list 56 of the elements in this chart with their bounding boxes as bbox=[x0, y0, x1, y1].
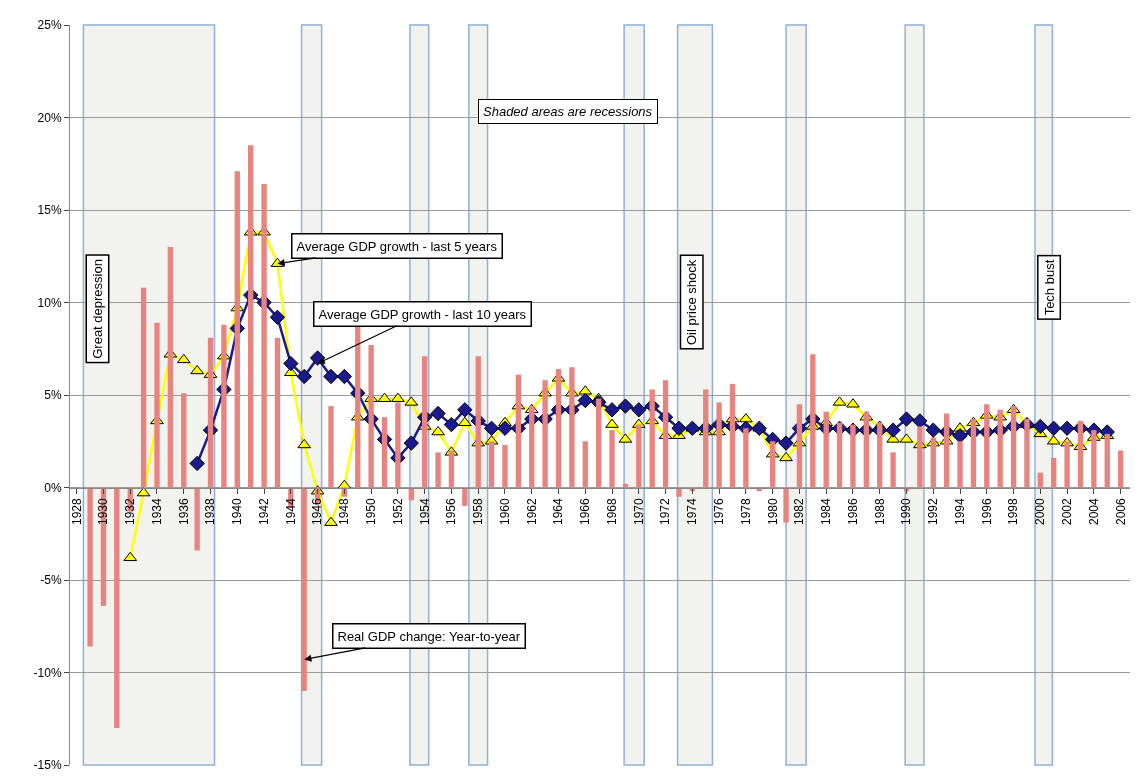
x-tick-label: 1958 bbox=[471, 497, 486, 525]
x-tick-label: 1998 bbox=[1006, 497, 1021, 525]
x-tick-label: 1988 bbox=[872, 497, 887, 525]
x-tick-label: 2006 bbox=[1113, 497, 1128, 525]
x-tick-label: 1986 bbox=[845, 497, 860, 525]
x-tick-label: 1982 bbox=[792, 497, 807, 525]
x-tick-label: 1944 bbox=[283, 497, 298, 525]
x-tick-label: 1930 bbox=[96, 497, 111, 525]
x-tick-label: 1984 bbox=[819, 497, 834, 525]
x-tick-label: 2002 bbox=[1060, 497, 1074, 525]
x-tick-label: 1950 bbox=[364, 497, 379, 525]
annotation: Average GDP growth - last 10 years bbox=[318, 306, 527, 322]
x-tick-label: 1954 bbox=[417, 497, 432, 525]
x-tick-label: 1996 bbox=[979, 497, 994, 525]
x-tick-label: 1966 bbox=[578, 497, 593, 525]
x-tick-label: 1992 bbox=[926, 497, 941, 525]
y-tick-label: 20% bbox=[37, 110, 62, 125]
x-tick-label: 1978 bbox=[738, 497, 753, 525]
x-tick-label: 1980 bbox=[765, 497, 780, 525]
y-tick-label: -10% bbox=[33, 665, 62, 680]
band-label: Tech bust bbox=[1041, 259, 1057, 316]
x-tick-label: 1934 bbox=[149, 497, 164, 525]
y-tick-label: 0% bbox=[44, 480, 62, 495]
x-tick-label: 2004 bbox=[1086, 497, 1101, 525]
annotation: Real GDP change: Year-to-year bbox=[337, 628, 521, 644]
x-tick-label: 1952 bbox=[390, 497, 405, 525]
x-tick-label: 1936 bbox=[176, 497, 191, 525]
annotation: Shaded areas are recessions bbox=[483, 104, 653, 119]
annotation: Average GDP growth - last 5 years bbox=[296, 238, 498, 254]
y-tick-label: 25% bbox=[37, 18, 62, 33]
y-tick-label: 10% bbox=[37, 295, 62, 310]
x-tick-label: 1946 bbox=[310, 497, 325, 525]
band-label: Oil price shock bbox=[684, 259, 700, 346]
x-tick-label: 1970 bbox=[631, 497, 646, 525]
y-tick-label: 15% bbox=[37, 203, 62, 218]
x-tick-label: 1972 bbox=[658, 497, 673, 525]
x-tick-label: 1928 bbox=[69, 497, 84, 525]
x-tick-label: 1968 bbox=[604, 497, 619, 525]
x-tick-label: 1956 bbox=[444, 497, 459, 525]
x-tick-label: 1994 bbox=[952, 497, 967, 525]
x-tick-label: 2000 bbox=[1033, 497, 1048, 525]
x-tick-label: 1942 bbox=[256, 497, 271, 525]
y-tick-label: 5% bbox=[44, 388, 62, 403]
y-tick-label: -15% bbox=[33, 758, 62, 773]
x-tick-label: 1932 bbox=[123, 497, 138, 525]
x-tick-label: 1940 bbox=[230, 497, 245, 525]
y-tick-label: -5% bbox=[40, 573, 62, 588]
x-tick-label: 1948 bbox=[337, 497, 352, 525]
x-tick-label: 1990 bbox=[899, 497, 914, 525]
x-tick-label: 1974 bbox=[685, 497, 700, 525]
band-label: Great depression bbox=[89, 259, 105, 359]
x-tick-label: 1938 bbox=[203, 497, 218, 525]
x-tick-label: 1964 bbox=[551, 497, 566, 525]
x-tick-label: 1960 bbox=[497, 497, 512, 525]
x-tick-label: 1976 bbox=[712, 497, 727, 525]
x-tick-label: 1962 bbox=[524, 497, 539, 525]
